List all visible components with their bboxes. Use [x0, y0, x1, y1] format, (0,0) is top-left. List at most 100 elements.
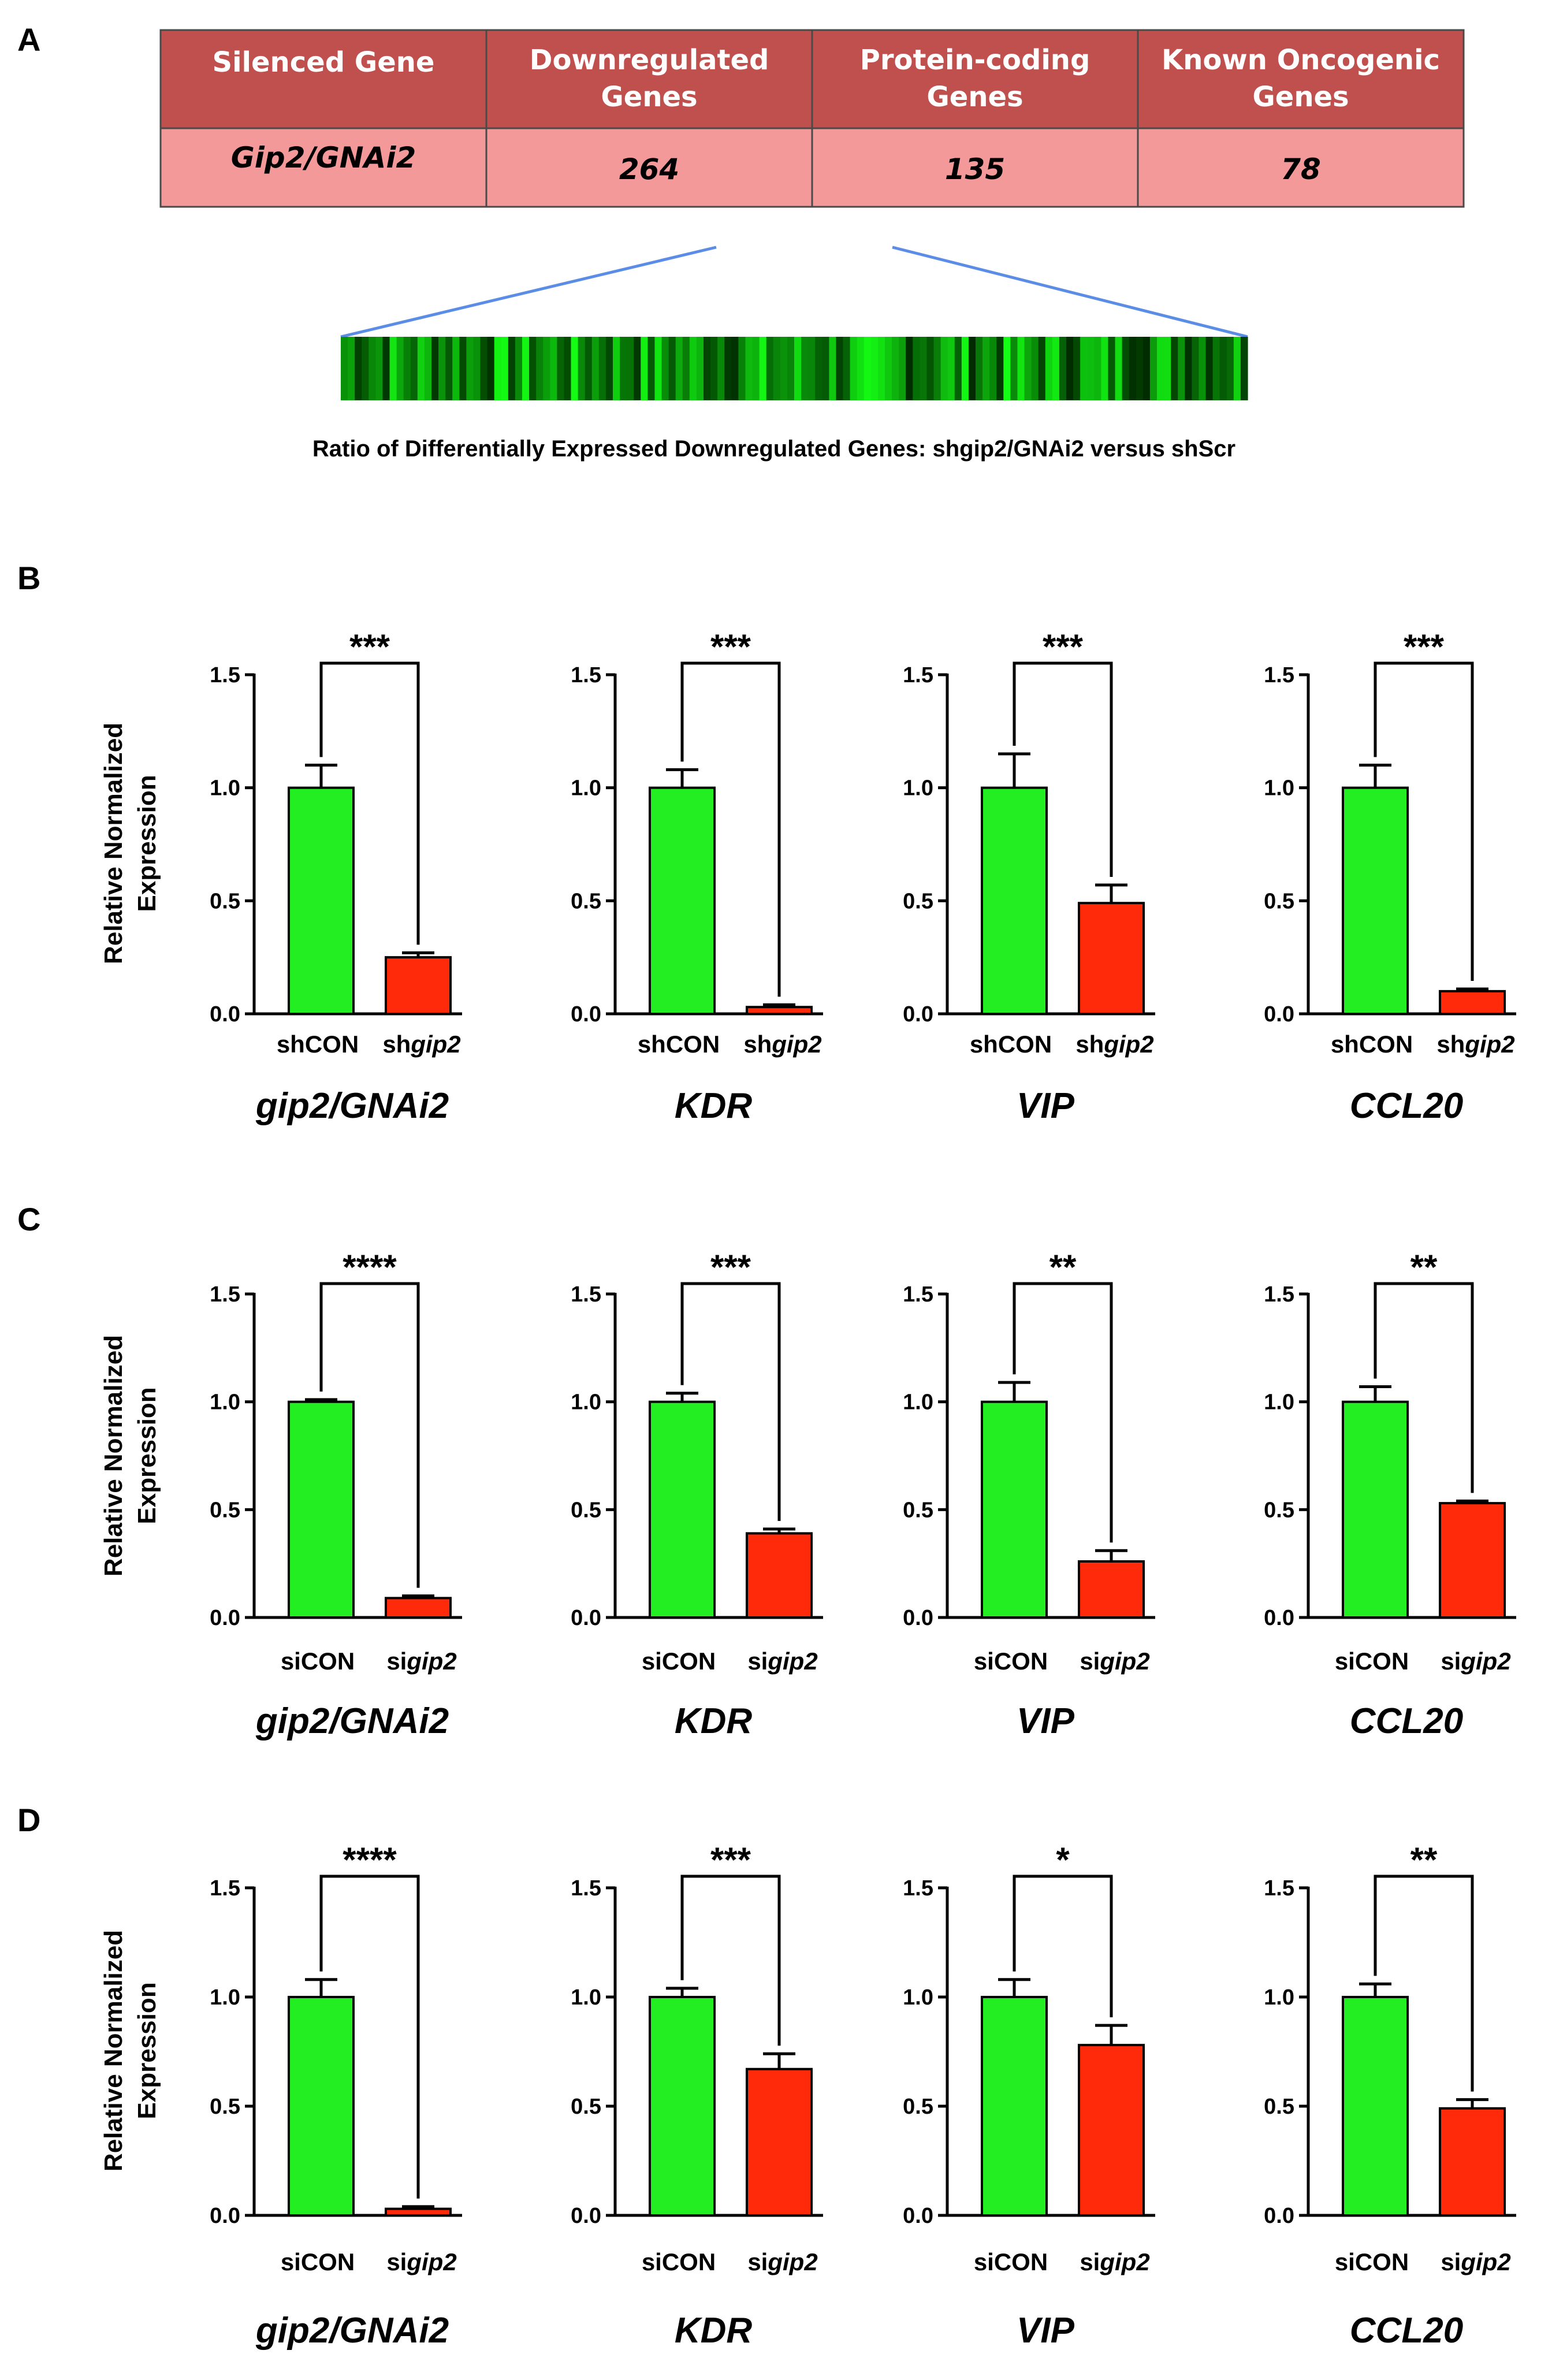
significance-stars: *** [710, 627, 751, 666]
y-axis-label-line: Expression [133, 775, 161, 912]
heatmap-band [529, 337, 537, 400]
heatmap-strip [341, 337, 1248, 400]
heatmap-band [605, 337, 613, 400]
table-data-cell [159, 127, 487, 208]
heatmap-band [843, 337, 851, 400]
bar-knockdown [1439, 2107, 1506, 2217]
panel-label-b: B [17, 560, 40, 596]
significance-bracket [680, 1875, 781, 2046]
heatmap-band [1171, 337, 1178, 400]
heatmap-band [1108, 337, 1116, 400]
chart-C-3: 0.0 0.5 1.0 1.5 siCON sigip2 ** VIP [903, 1248, 1155, 1741]
zoom-line-left [340, 246, 717, 339]
chart-B-4: 0.0 0.5 1.0 1.5 shCON shgip2 *** CCL20 [1264, 627, 1516, 1126]
heatmap-band [745, 337, 753, 400]
chart-D-4: 0.0 0.5 1.0 1.5 siCON sigip2 ** CCL20 [1264, 1840, 1516, 2351]
x-category-label: shCON [638, 1031, 720, 1058]
heatmap-band [940, 337, 948, 400]
significance-stars: ** [1049, 1248, 1077, 1286]
heatmap-band [1094, 337, 1101, 400]
table-data-cell [1137, 127, 1465, 208]
chart-D-2: 0.0 0.5 1.0 1.5 siCON sigip2 *** KDR [571, 1840, 823, 2351]
table-header-cell [485, 29, 813, 129]
heatmap-band [1226, 337, 1234, 400]
heatmap-band [410, 337, 418, 400]
heatmap-band [752, 337, 760, 400]
y-tick-label: 0.0 [571, 1002, 601, 1027]
heatmap-band [661, 337, 669, 400]
table-data-cell [485, 127, 813, 208]
y-tick-label: 1.0 [571, 1985, 601, 2010]
heatmap-band [543, 337, 550, 400]
x-category-label: shgip2 [743, 1031, 821, 1058]
heatmap-band [1199, 337, 1207, 400]
chart-C-1: 0.0 0.5 1.0 1.5 siCON sigip2 **** gip2/GNAi2 Rel… [99, 1248, 462, 1741]
heatmap-band [1031, 337, 1039, 400]
y-axis-label: Relative Normalized Expression [99, 723, 161, 964]
heatmap-band [1185, 337, 1192, 400]
y-tick-label: 1.0 [210, 776, 240, 801]
y-axis-label: Relative Normalized Expression [99, 1930, 161, 2171]
y-tick-label: 1.0 [571, 776, 601, 801]
heatmap-band [731, 337, 739, 400]
significance-stars: **** [343, 1840, 397, 1879]
heatmap-band [738, 337, 746, 400]
y-tick-label: 0.5 [210, 1498, 240, 1522]
heatmap-band [1087, 337, 1095, 400]
table-header-text: Genes [601, 81, 697, 113]
bar-control [981, 1996, 1048, 2217]
y-tick-label: 0.0 [210, 1606, 240, 1630]
panel-label-d: D [17, 1802, 40, 1838]
bar-control [649, 1996, 716, 2217]
x-category-label: sigip2 [747, 1648, 817, 1675]
bar-control [649, 786, 716, 1015]
significance-stars: * [1056, 1840, 1070, 1879]
chart-B-2: 0.0 0.5 1.0 1.5 shCON shgip2 *** KDR [571, 627, 823, 1126]
y-tick-label: 0.0 [1264, 2204, 1294, 2228]
x-category-label: sigip2 [386, 2248, 456, 2275]
y-axis-label-line: Expression [133, 1982, 161, 2119]
table-header-text: Silenced Gene [213, 46, 435, 79]
chart-title: CCL20 [1350, 1701, 1463, 1741]
x-category-label: shCON [277, 1031, 359, 1058]
y-tick-label: 0.5 [1264, 2095, 1294, 2119]
heatmap-band [1205, 337, 1214, 400]
heatmap-band [375, 337, 384, 400]
heatmap-band [759, 337, 767, 400]
chart-D-3: 0.0 0.5 1.0 1.5 siCON sigip2 * VIP [903, 1840, 1155, 2351]
bar-control [649, 1400, 716, 1619]
heatmap-band [822, 337, 829, 400]
x-category-label: siCON [642, 1648, 716, 1675]
heatmap-band [452, 337, 460, 400]
bar-knockdown [746, 1532, 813, 1619]
y-tick-label: 0.0 [571, 2204, 601, 2228]
y-tick-label: 1.5 [903, 663, 933, 687]
heatmap-band [522, 337, 530, 400]
bar-knockdown [385, 1597, 452, 1619]
heatmap-band [403, 337, 411, 400]
heatmap-band [348, 337, 355, 400]
table-header-cell [811, 29, 1139, 129]
significance-stars: *** [710, 1840, 751, 1879]
heatmap-band [689, 337, 697, 400]
significance-bracket [1374, 1875, 1474, 2092]
y-tick-label: 1.5 [1264, 1282, 1294, 1307]
heatmap-band [1142, 337, 1151, 400]
heatmap-band [620, 337, 627, 400]
table-header-text: Protein-coding [860, 44, 1091, 76]
heatmap-band [1157, 337, 1164, 400]
y-tick-label: 0.5 [571, 889, 601, 913]
chart-title: KDR [675, 1086, 753, 1126]
heatmap-band [857, 337, 865, 400]
panel-label-a: A [17, 21, 40, 58]
chart-title: CCL20 [1350, 1086, 1463, 1126]
heatmap-band [1178, 337, 1185, 400]
heatmap-band [417, 337, 425, 400]
heatmap-band [369, 337, 376, 400]
y-tick-label: 0.0 [210, 1002, 240, 1027]
heatmap-band [899, 337, 906, 400]
x-category-label: sigip2 [1080, 1648, 1149, 1675]
heatmap-band [773, 337, 781, 400]
heatmap-band [1052, 337, 1060, 400]
heatmap-band [550, 337, 557, 400]
